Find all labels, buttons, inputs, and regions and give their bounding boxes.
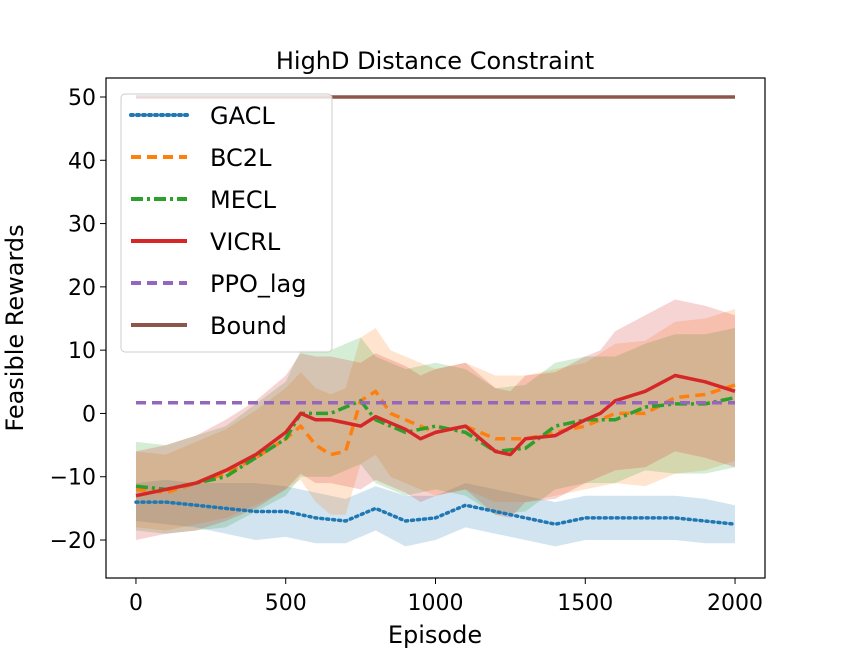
- y-tick-label: 30: [68, 213, 96, 238]
- legend-box: [120, 93, 333, 353]
- band-bc2l: [136, 309, 735, 531]
- legend-label: BC2L: [210, 144, 272, 172]
- x-tick-label: 2000: [707, 591, 763, 616]
- legend-label: MECL: [210, 186, 277, 214]
- x-tick-label: 1500: [557, 591, 613, 616]
- x-tick-label: 0: [129, 591, 143, 616]
- y-tick-label: 0: [82, 402, 96, 427]
- y-axis-label: Feasible Rewards: [1, 224, 29, 431]
- chart-title: HighD Distance Constraint: [276, 47, 594, 75]
- x-axis-label: Episode: [388, 621, 482, 649]
- series-line-mecl: [135, 395, 736, 492]
- x-axis-ticks: 0 500 1000 1500 2000: [129, 578, 763, 616]
- y-tick-label: −20: [50, 529, 96, 554]
- y-tick-label: 50: [68, 86, 96, 111]
- legend-label: GACL: [210, 102, 275, 130]
- series-line-bc2l: [135, 383, 736, 495]
- y-tick-label: −10: [50, 466, 96, 491]
- series-lines: [134, 95, 737, 526]
- series-line-vicrl: [135, 373, 736, 498]
- band-gacl: [136, 479, 735, 547]
- series-line-gacl: [134, 500, 737, 526]
- x-tick-label: 1000: [408, 591, 464, 616]
- y-axis-ticks: −20 −10 0 10 20 30 40 50: [50, 86, 106, 554]
- x-tick-label: 500: [265, 591, 307, 616]
- band-vicrl: [136, 299, 735, 540]
- legend-label: PPO_lag: [210, 270, 306, 298]
- legend: GACL BC2L MECL VICRL PPO_lag Bound: [120, 93, 333, 353]
- y-tick-label: 40: [68, 149, 96, 174]
- legend-label: Bound: [210, 312, 287, 340]
- legend-label: VICRL: [210, 228, 281, 256]
- y-tick-label: 10: [68, 339, 96, 364]
- y-tick-label: 20: [68, 276, 96, 301]
